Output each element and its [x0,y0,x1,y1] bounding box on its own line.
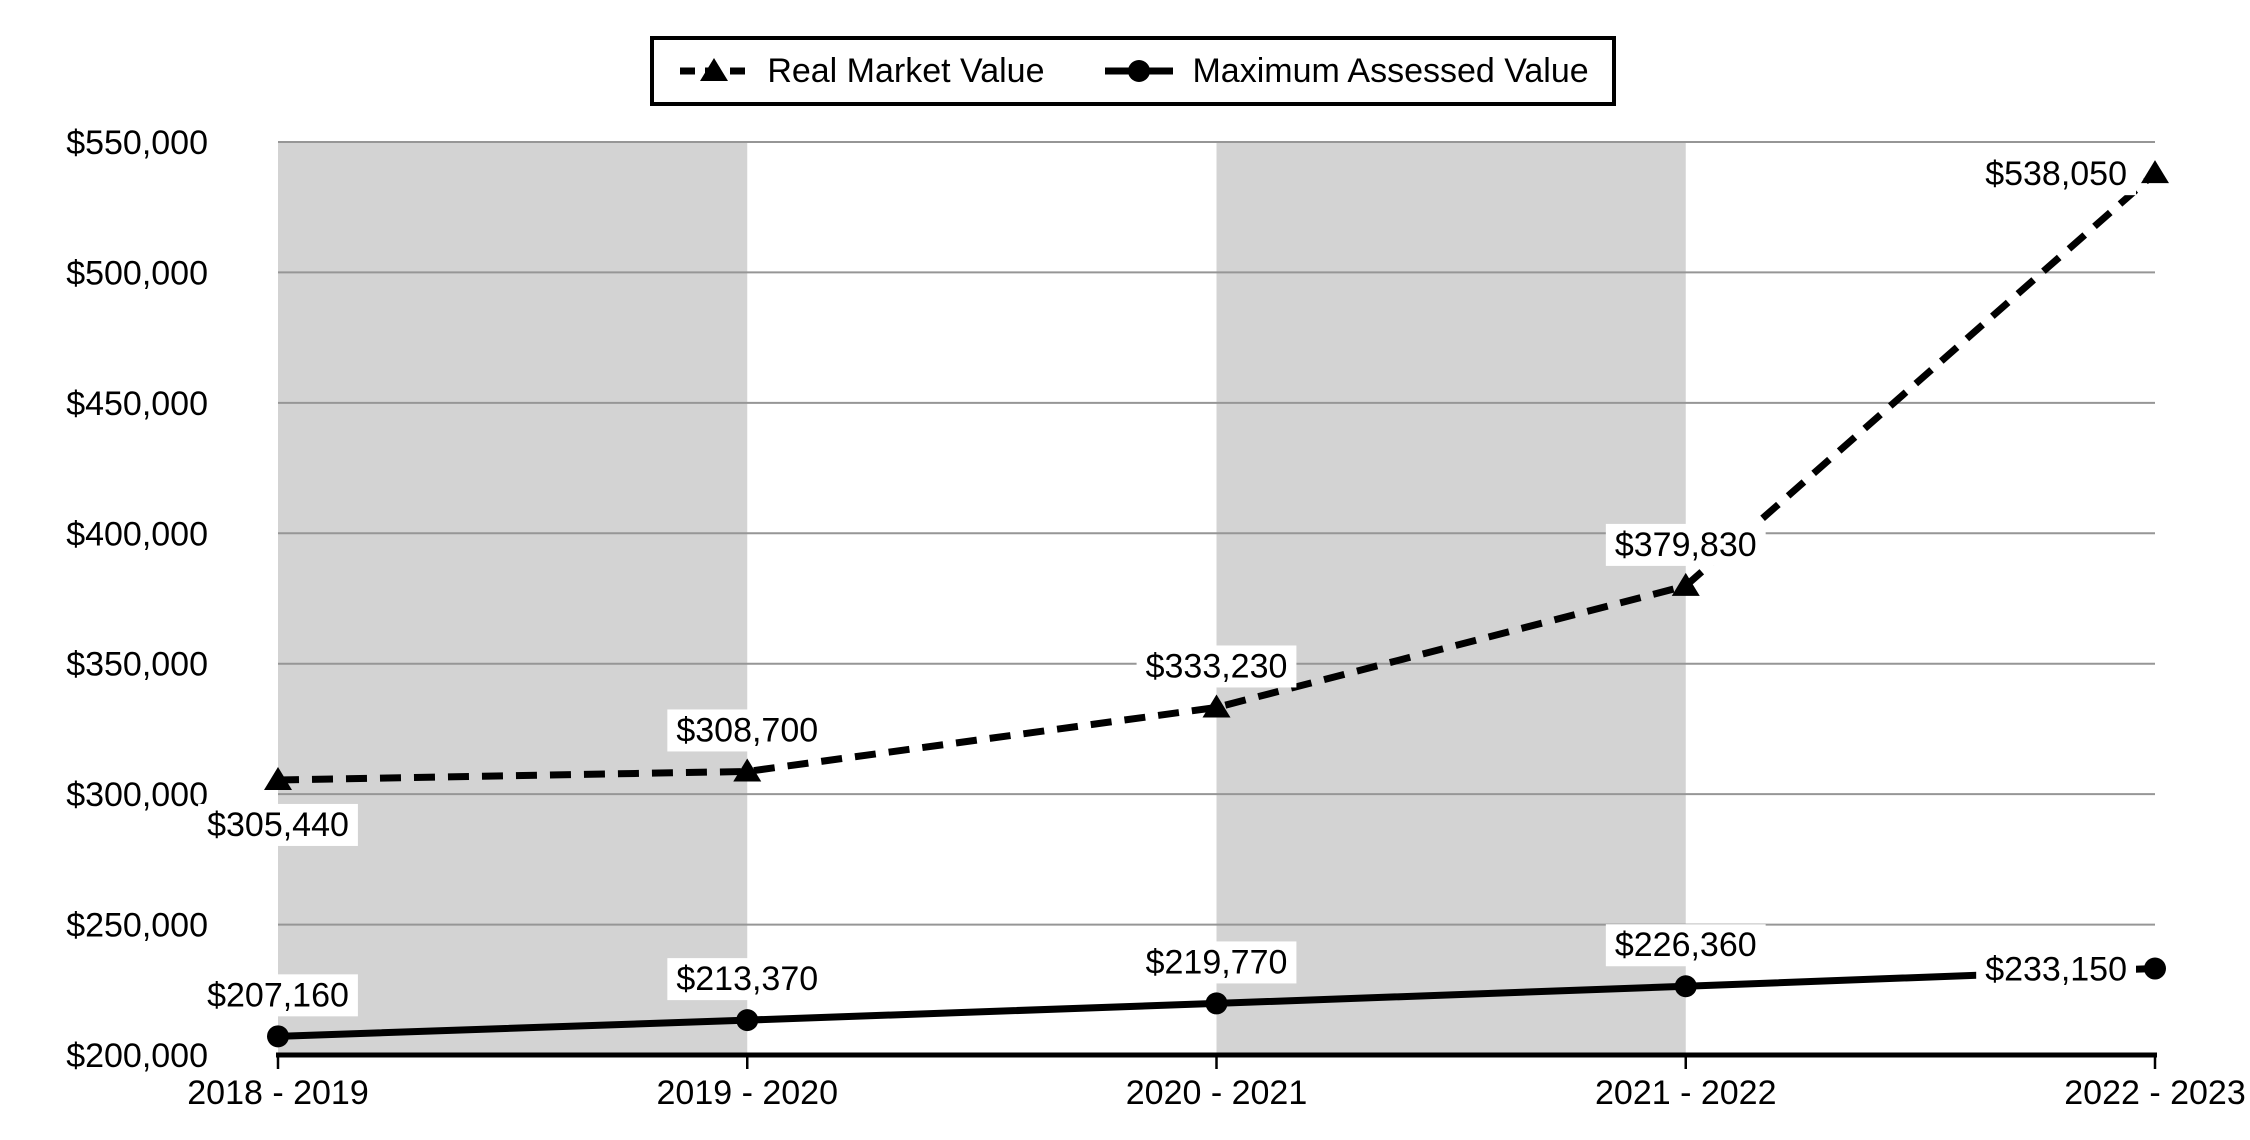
legend-item-maximum-assessed-value: Maximum Assessed Value [1102,51,1589,91]
y-axis-label: $350,000 [66,646,208,684]
circle-marker-icon [736,1009,759,1032]
triangle-marker-icon [264,766,292,790]
data-label-background [1976,948,2136,991]
y-axis-label: $250,000 [66,907,208,945]
x-axis-label: 2022 - 2023 [2064,1074,2246,1112]
x-axis-label: 2020 - 2021 [1126,1074,1308,1112]
legend-item-real-market-value: Real Market Value [677,52,1044,91]
data-label-background [667,958,828,1001]
y-axis-label: $500,000 [66,254,208,292]
data-label-maximum-assessed-value: $213,370 [667,958,828,1001]
shaded-band [1216,142,1686,1055]
y-axis-label: $200,000 [66,1037,208,1075]
data-label-real-market-value: $538,050 [1976,153,2136,196]
triangle-marker-icon [1202,694,1231,718]
data-label-maximum-assessed-value: $207,160 [198,974,358,1017]
data-label-real-market-value: $308,700 [667,709,828,752]
x-axis-label: 2019 - 2020 [657,1074,839,1112]
data-label-background [1136,645,1297,688]
data-label-text: $226,360 [1615,926,1757,964]
triangle-marker-icon [2141,160,2169,184]
chart-legend: Real Market Value Maximum Assessed Value [650,36,1616,106]
data-label-text: $308,700 [676,711,818,749]
data-label-maximum-assessed-value: $226,360 [1605,924,1766,967]
circle-marker-icon [2144,957,2166,980]
data-label-background [198,974,358,1017]
data-label-background [1976,153,2136,196]
circle-marker-icon [1674,975,1697,998]
shaded-band [278,142,748,1055]
data-label-background [667,709,828,752]
data-label-text: $219,770 [1146,943,1288,981]
data-label-background [1136,941,1297,984]
data-label-real-market-value: $333,230 [1136,645,1297,688]
triangle-marker-icon [1671,572,1700,596]
triangle-marker-icon [733,758,762,782]
data-label-text: $538,050 [1985,155,2127,193]
series-line-real-market-value [277,170,2158,784]
y-axis-label: $300,000 [66,776,208,814]
y-axis-label: $400,000 [66,515,208,553]
x-axis-label: 2018 - 2019 [187,1074,369,1112]
y-axis-label: $550,000 [66,124,208,162]
circle-marker-icon [1205,992,1228,1015]
data-label-maximum-assessed-value: $233,150 [1976,948,2136,991]
solid-line-circle-sample-icon [1105,60,1174,82]
data-label-text: $233,150 [1985,951,2127,989]
data-label-background [1605,924,1766,967]
legend-label-real-market-value: Real Market Value [767,51,1045,90]
x-axis-label: 2021 - 2022 [1595,1074,1777,1112]
y-axis-label: $450,000 [66,385,208,423]
data-label-text: $305,440 [207,806,349,844]
data-label-text: $333,230 [1146,647,1288,685]
data-label-text: $379,830 [1615,526,1757,564]
data-label-real-market-value: $379,830 [1605,523,1766,566]
data-label-text: $213,370 [676,960,818,998]
data-label-maximum-assessed-value: $219,770 [1136,941,1297,984]
data-label-text: $207,160 [207,976,349,1014]
data-label-background [198,803,358,846]
data-label-real-market-value: $305,440 [198,803,358,846]
data-label-background [1605,523,1766,566]
circle-marker-icon [267,1025,289,1048]
dashed-line-triangle-sample-icon [680,58,749,81]
legend-label-maximum-assessed-value: Maximum Assessed Value [1192,51,1589,90]
